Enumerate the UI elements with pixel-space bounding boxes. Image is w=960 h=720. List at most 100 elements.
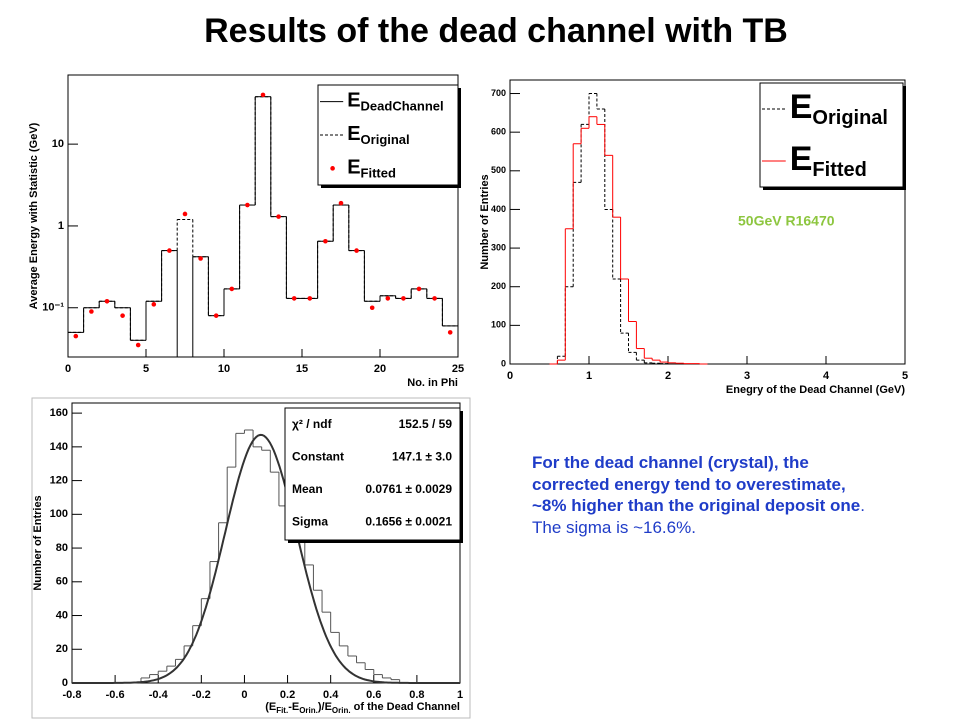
- stats-value: 0.0761 ± 0.0029: [365, 482, 452, 496]
- legend-subscript: Fitted: [812, 159, 866, 181]
- x-tick-label: 5: [143, 363, 149, 375]
- x-label-part: )/E: [318, 701, 332, 713]
- x-tick-label: 0: [65, 363, 71, 375]
- x-axis-label: No. in Phi: [407, 377, 458, 389]
- data-point: [73, 333, 79, 339]
- x-tick-label: -0.6: [106, 689, 125, 701]
- x-tick-label: 0.2: [280, 689, 295, 701]
- x-tick-label: -0.8: [63, 689, 82, 701]
- stats-label: Sigma: [292, 515, 328, 529]
- data-point: [260, 92, 266, 98]
- x-label-part: Orin.: [332, 706, 351, 715]
- x-tick-label: -0.2: [192, 689, 211, 701]
- legend-name: E: [347, 123, 360, 145]
- fit-curve: [72, 433, 460, 684]
- slide-title: Results of the dead channel with TB: [204, 12, 788, 50]
- legend-name: E: [347, 157, 360, 179]
- data-point: [213, 313, 219, 318]
- y-tick-label: 100: [491, 320, 506, 330]
- x-tick-label: 4: [823, 370, 830, 382]
- panel-border: [31, 397, 471, 719]
- y-tick-label: 60: [56, 576, 68, 588]
- x-label-part: Fit.: [276, 706, 288, 715]
- x-axis-label: Enegry of the Dead Channel (GeV): [726, 384, 905, 396]
- x-tick-label: 25: [452, 363, 464, 375]
- x-tick-label: 0.6: [366, 689, 381, 701]
- data-point: [276, 214, 281, 219]
- data-point: [120, 313, 125, 318]
- x-tick-label: 10: [218, 363, 230, 375]
- legend-label: EOriginal: [347, 123, 409, 147]
- stats-box: [284, 407, 461, 541]
- data-point: [245, 202, 250, 208]
- stats-label: χ² / ndf: [292, 417, 333, 431]
- histogram-connector: [67, 96, 459, 357]
- y-tick-label: 40: [56, 609, 68, 621]
- y-tick-label: 400: [491, 204, 506, 214]
- x-axis-label: (EFit.-EOrin.)/EOrin. of the Dead Channe…: [265, 701, 460, 715]
- data-point: [182, 211, 188, 217]
- legend-box: [759, 82, 904, 188]
- y-tick-label: 1: [58, 220, 64, 232]
- x-label-part: (E: [265, 701, 276, 713]
- y-tick-label: 20: [56, 643, 68, 655]
- data-point: [229, 286, 235, 292]
- legend-name: E: [790, 88, 813, 126]
- legend-label: EFitted: [790, 140, 867, 181]
- data-point: [323, 238, 328, 244]
- x-tick-label: 2: [665, 370, 671, 382]
- x-tick-label: 0: [507, 370, 513, 382]
- y-axis-label: Average Energy with Statistic (GeV): [28, 122, 40, 309]
- data-point: [338, 200, 344, 206]
- legend-subscript: Original: [812, 107, 888, 129]
- x-label-part: Orin.: [299, 706, 318, 715]
- x-tick-label: 15: [296, 363, 308, 375]
- y-tick-label: 500: [491, 165, 506, 175]
- x-tick-label: 5: [902, 370, 908, 382]
- y-tick-label: 120: [50, 474, 68, 486]
- stats-value: 152.5 / 59: [399, 417, 453, 431]
- stats-label: Constant: [292, 450, 344, 464]
- x-tick-label: 0: [241, 689, 247, 701]
- data-point: [104, 298, 110, 304]
- y-axis-label: Number of Entries: [32, 495, 44, 590]
- data-point: [447, 330, 453, 335]
- y-tick-label: 80: [56, 542, 68, 554]
- x-tick-label: 1: [457, 689, 463, 701]
- data-point: [291, 296, 297, 301]
- annotation: 50GeV R16470: [738, 213, 835, 229]
- x-tick-label: 3: [744, 370, 750, 382]
- y-tick-label: 300: [491, 242, 506, 252]
- legend-label: EFitted: [347, 157, 396, 181]
- x-tick-label: 20: [374, 363, 386, 375]
- y-tick-label: 200: [491, 281, 506, 291]
- stats-label: Mean: [292, 482, 323, 496]
- y-tick-label: 700: [491, 88, 506, 98]
- x-tick-label: 0.4: [323, 689, 339, 701]
- y-tick-label: 0: [501, 358, 506, 368]
- stats-value: 147.1 ± 3.0: [392, 450, 452, 464]
- data-point: [385, 296, 391, 301]
- y-tick-label: 160: [50, 407, 68, 419]
- legend-label: EDeadChannel: [347, 90, 443, 114]
- y-tick-label: 10⁻¹: [42, 302, 64, 314]
- legend-subscript: DeadChannel: [361, 99, 444, 114]
- data-point: [369, 305, 375, 311]
- x-tick-label: 0.8: [409, 689, 424, 701]
- data-point: [307, 296, 313, 301]
- data-point: [167, 248, 172, 253]
- x-tick-label: 1: [586, 370, 592, 382]
- y-tick-label: 10: [52, 138, 64, 150]
- legend-name: E: [347, 90, 360, 112]
- y-tick-label: 100: [50, 508, 68, 520]
- data-point: [416, 286, 422, 292]
- x-label-part: of the Dead Channel: [351, 701, 460, 713]
- y-tick-label: 140: [50, 441, 68, 453]
- note: For the dead channel (crystal), the corr…: [532, 452, 867, 538]
- note-normal: . The sigma is ~16.6%.: [532, 496, 865, 537]
- x-label-part: -E: [288, 701, 299, 713]
- histogram-connector: [556, 93, 669, 364]
- legend-subscript: Fitted: [361, 166, 396, 181]
